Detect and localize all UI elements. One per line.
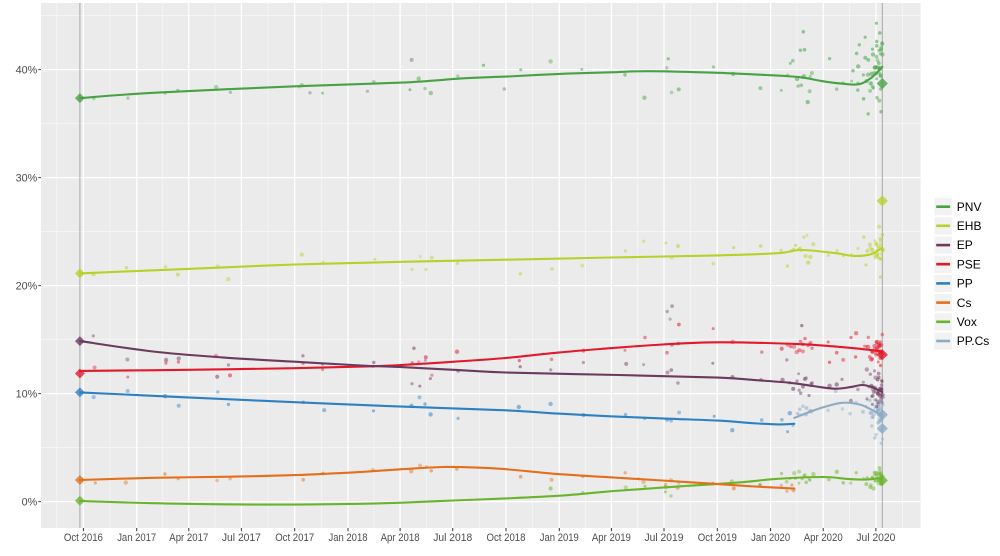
svg-text:Jan 2018: Jan 2018	[329, 532, 368, 544]
svg-text:Jul 2019: Jul 2019	[645, 532, 684, 544]
svg-text:40%: 40%	[16, 65, 38, 77]
svg-text:30%: 30%	[16, 173, 38, 185]
svg-text:Jul 2017: Jul 2017	[222, 532, 261, 544]
svg-text:Cs: Cs	[957, 296, 972, 310]
svg-text:PSE: PSE	[957, 257, 981, 271]
svg-text:Jan 2020: Jan 2020	[751, 532, 790, 544]
svg-text:PNV: PNV	[957, 200, 982, 214]
svg-text:Apr 2020: Apr 2020	[804, 532, 843, 544]
svg-text:Jul 2020: Jul 2020	[856, 532, 895, 544]
svg-text:Oct 2019: Oct 2019	[698, 532, 737, 544]
svg-text:EHB: EHB	[957, 219, 982, 233]
svg-text:20%: 20%	[16, 281, 38, 293]
svg-text:Vox: Vox	[957, 315, 977, 329]
svg-text:Jan 2019: Jan 2019	[540, 532, 579, 544]
svg-text:PP.Cs: PP.Cs	[957, 334, 989, 348]
svg-text:Oct 2018: Oct 2018	[487, 532, 526, 544]
svg-text:Apr 2018: Apr 2018	[381, 532, 420, 544]
svg-text:EP: EP	[957, 238, 973, 252]
svg-text:Jan 2017: Jan 2017	[117, 532, 156, 544]
svg-text:Jul 2018: Jul 2018	[433, 532, 472, 544]
svg-text:Oct 2016: Oct 2016	[64, 532, 103, 544]
svg-text:Apr 2017: Apr 2017	[169, 532, 208, 544]
svg-text:0%: 0%	[22, 497, 38, 509]
svg-text:Apr 2019: Apr 2019	[592, 532, 631, 544]
svg-text:PP: PP	[957, 277, 973, 291]
svg-text:10%: 10%	[16, 389, 38, 401]
svg-text:Oct 2017: Oct 2017	[275, 532, 314, 544]
